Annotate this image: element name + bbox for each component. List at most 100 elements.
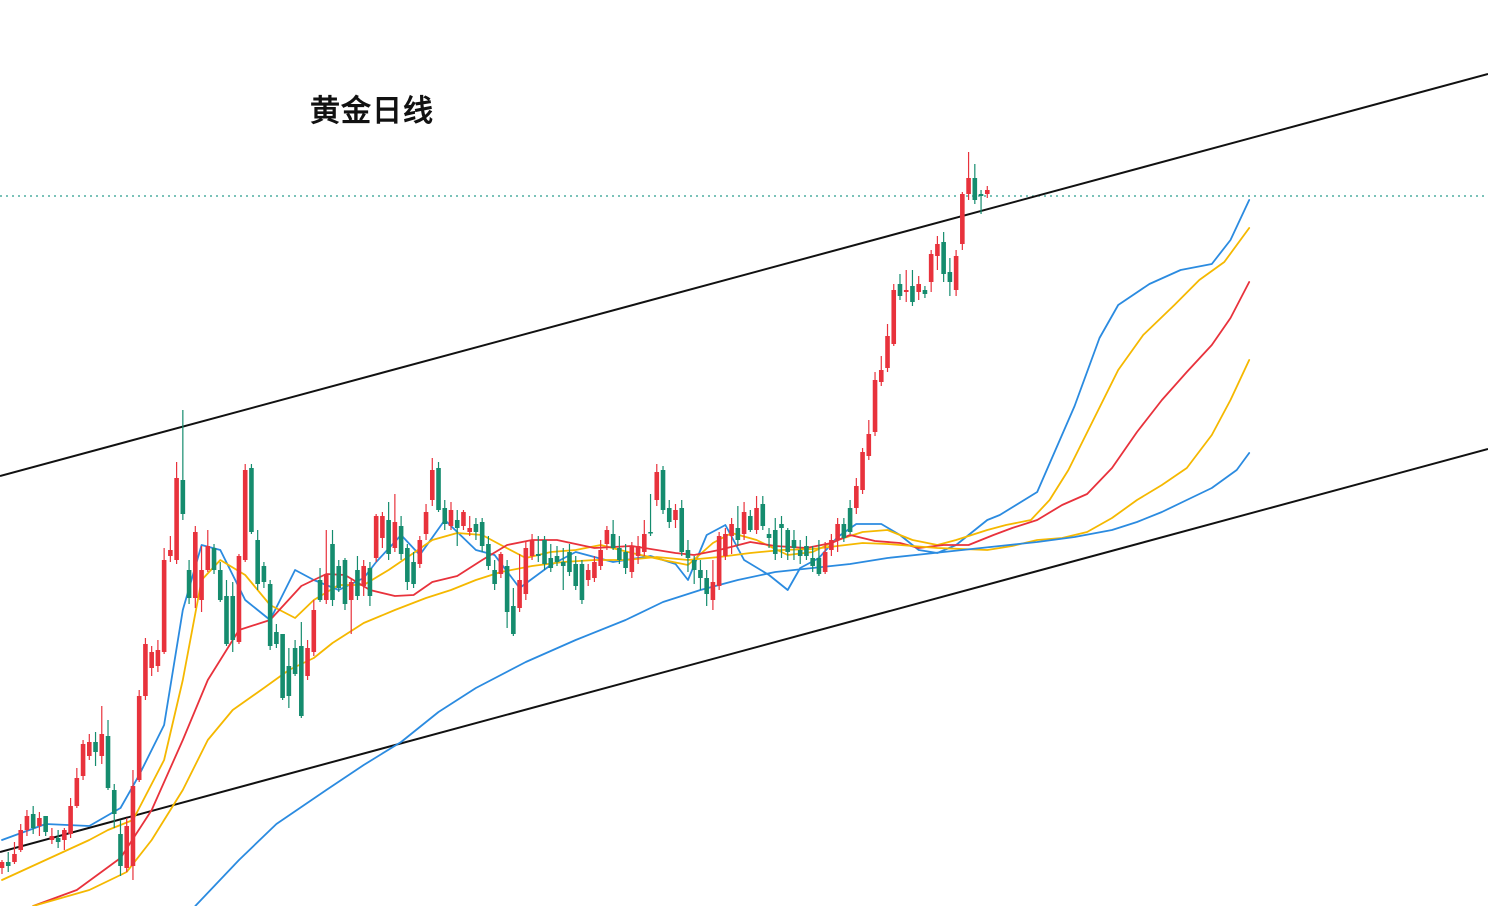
candle-body <box>822 552 828 572</box>
candle <box>523 542 529 600</box>
candle <box>816 540 822 576</box>
candle-body <box>723 534 728 556</box>
candle <box>367 562 373 606</box>
candle <box>916 276 921 300</box>
candle-body <box>791 540 797 548</box>
candle <box>666 500 672 528</box>
candle <box>280 634 285 700</box>
candle-body <box>610 534 616 548</box>
candle-body <box>910 286 915 302</box>
candle-body <box>772 530 778 554</box>
candle-body <box>629 546 635 572</box>
candle-body <box>716 536 722 586</box>
candle-body <box>947 272 953 282</box>
candle <box>517 554 522 612</box>
candle-body <box>741 512 747 534</box>
candle <box>136 690 142 782</box>
candle-body <box>860 452 865 490</box>
candle-body <box>174 478 179 560</box>
candle-body <box>0 862 5 868</box>
candle <box>779 516 784 558</box>
candle <box>592 556 597 582</box>
candle <box>55 830 61 848</box>
candle-body <box>311 610 317 652</box>
candle <box>567 544 572 576</box>
candle-body <box>111 790 117 814</box>
candle-body <box>854 486 859 508</box>
candle <box>217 562 223 602</box>
candle <box>236 554 242 644</box>
candle-body <box>517 580 522 608</box>
candle-body <box>529 540 535 556</box>
candle <box>0 860 5 874</box>
candle <box>467 516 472 536</box>
candle <box>691 556 697 584</box>
candle <box>429 458 435 506</box>
moving-average-4 <box>32 359 1251 906</box>
candle <box>68 798 73 838</box>
candle <box>673 504 678 528</box>
candle <box>317 568 323 602</box>
candle <box>186 560 192 604</box>
candle <box>486 536 491 570</box>
candle <box>299 622 304 718</box>
candle <box>411 552 416 588</box>
candle-body <box>748 516 753 530</box>
candle-body <box>897 284 903 296</box>
candle <box>355 556 360 600</box>
candle-body <box>579 564 585 600</box>
candle-body <box>473 524 479 532</box>
candle <box>847 500 853 534</box>
candle-body <box>754 508 759 530</box>
candle-body <box>118 834 123 866</box>
candle-body <box>380 516 385 538</box>
candle <box>149 646 154 676</box>
candle-body <box>847 508 853 532</box>
candle <box>935 236 940 270</box>
candle-body <box>442 508 448 524</box>
candle <box>473 518 479 540</box>
candle <box>623 544 628 574</box>
candle-body <box>124 826 130 868</box>
candle-body <box>37 818 42 826</box>
candle-body <box>292 648 298 674</box>
candle <box>211 544 217 574</box>
candle-body <box>810 558 815 566</box>
candle <box>698 560 703 590</box>
candle-body <box>136 696 142 780</box>
candle <box>249 464 254 534</box>
candle-body <box>554 556 560 562</box>
candle <box>118 820 123 876</box>
candle <box>841 518 847 542</box>
candle <box>891 284 897 346</box>
candle-body <box>143 644 148 696</box>
candle <box>373 514 379 562</box>
candle <box>542 536 547 570</box>
candle <box>928 250 934 292</box>
candle <box>984 186 990 198</box>
candle-body <box>199 570 204 600</box>
candle-body <box>604 530 610 544</box>
candle <box>274 624 279 648</box>
candle-body <box>960 194 965 244</box>
candle <box>342 558 348 610</box>
candle-body <box>648 532 653 534</box>
candle-body <box>835 524 840 540</box>
candle <box>24 810 30 836</box>
candle-body <box>436 468 441 510</box>
candle-body <box>598 550 603 566</box>
candle <box>791 530 797 560</box>
candle <box>660 466 666 514</box>
candle-body <box>535 554 541 556</box>
candle-body <box>224 596 229 644</box>
candle-body <box>355 570 360 596</box>
candle <box>941 232 946 282</box>
candle <box>785 528 791 560</box>
candle-body <box>797 550 803 556</box>
candle-body <box>891 290 897 344</box>
candle-body <box>236 556 242 642</box>
candle-body <box>99 734 105 756</box>
candle <box>30 806 36 834</box>
candle <box>579 560 585 604</box>
candle-body <box>205 546 211 570</box>
